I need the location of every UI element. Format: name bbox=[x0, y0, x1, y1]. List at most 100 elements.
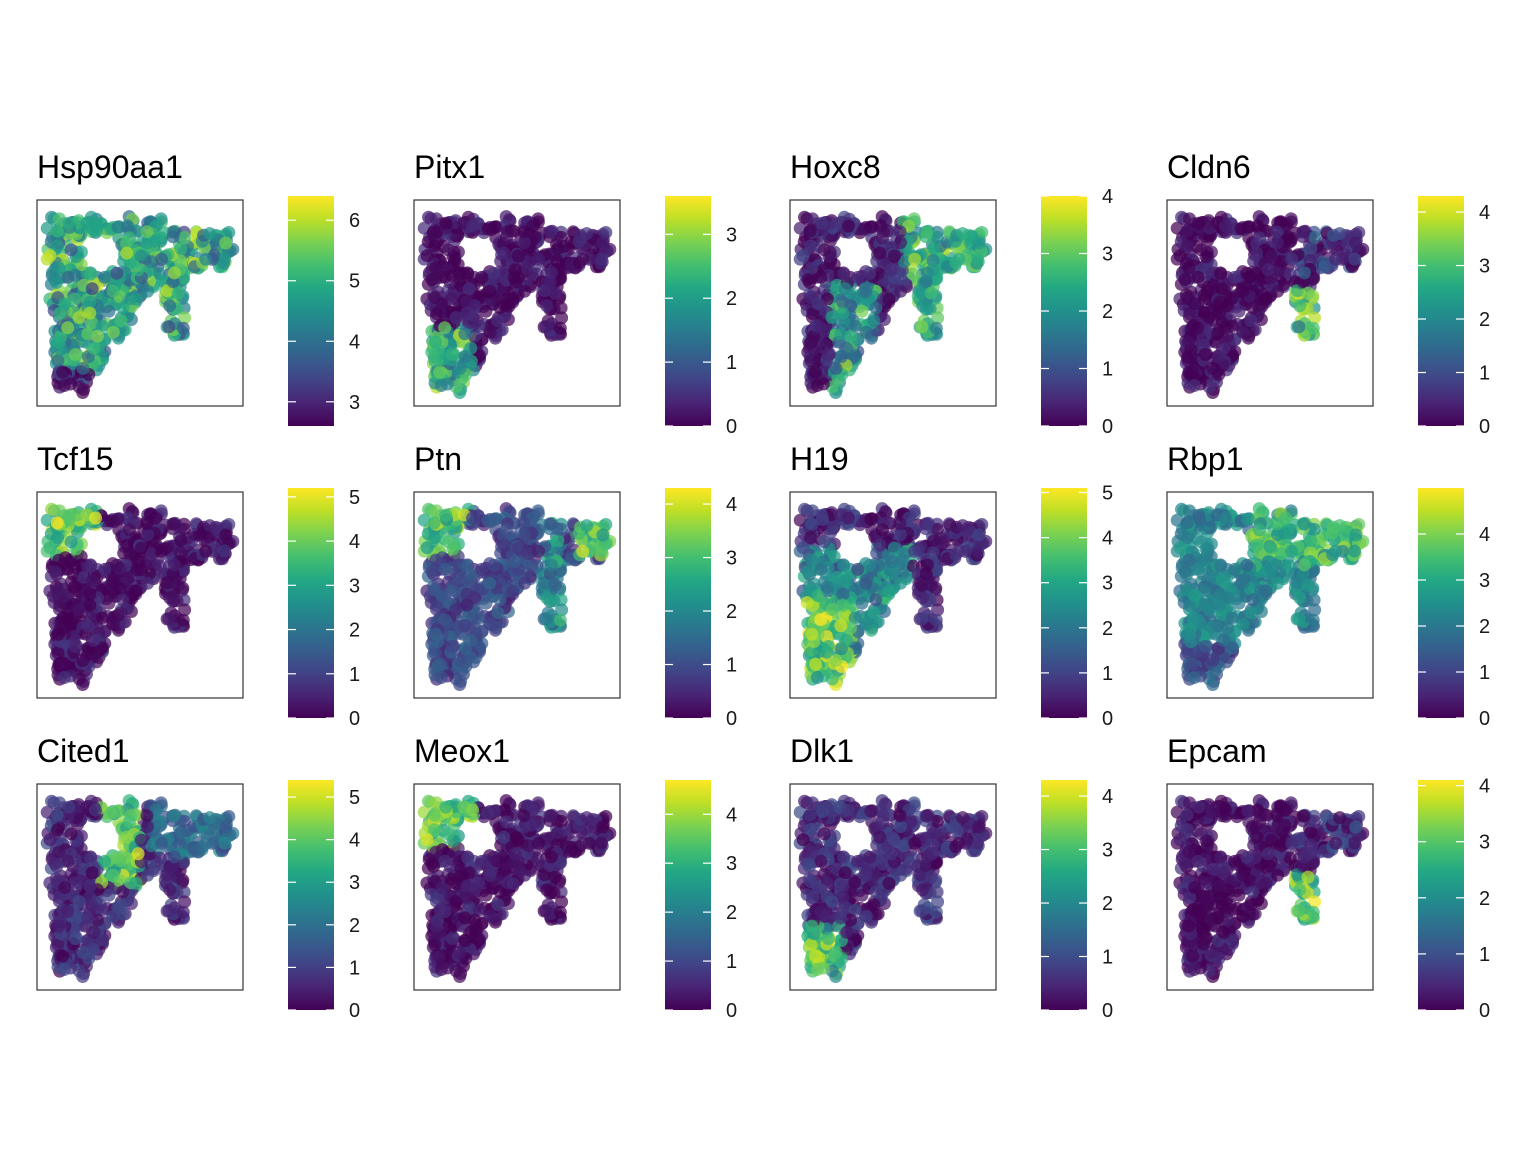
cell-point bbox=[1270, 225, 1284, 239]
cell-point bbox=[859, 325, 873, 339]
cell-point bbox=[929, 321, 943, 335]
colorbar-tick-label: 3 bbox=[349, 575, 360, 597]
cell-point bbox=[428, 239, 441, 253]
cell-point bbox=[595, 252, 608, 266]
cell-point bbox=[506, 584, 520, 598]
cell-point bbox=[62, 508, 76, 522]
cell-point bbox=[129, 584, 143, 598]
cell-point bbox=[920, 558, 934, 572]
cell-point bbox=[829, 361, 843, 375]
cell-point bbox=[468, 329, 481, 343]
cell-point bbox=[439, 216, 453, 230]
colorbar-tick-label: 5 bbox=[1102, 483, 1113, 505]
cell-point bbox=[1244, 314, 1258, 328]
cell-point bbox=[453, 361, 467, 375]
cell-point bbox=[1306, 321, 1320, 335]
cell-point bbox=[815, 508, 829, 522]
cell-point bbox=[897, 255, 911, 269]
cell-point bbox=[553, 321, 567, 335]
cell-point bbox=[488, 512, 502, 526]
cell-point bbox=[140, 225, 154, 239]
cell-point bbox=[430, 307, 444, 321]
cell-point bbox=[429, 261, 443, 275]
cell-point bbox=[555, 311, 569, 325]
colorbar-tick-label: 4 bbox=[349, 531, 360, 553]
colorbar-tick-label: 5 bbox=[349, 487, 360, 509]
colorbar-tick-label: 4 bbox=[726, 494, 737, 516]
cell-point bbox=[809, 657, 823, 671]
cell-point bbox=[1232, 304, 1246, 318]
cell-point bbox=[1188, 297, 1202, 311]
cell-point bbox=[162, 612, 176, 626]
cell-point bbox=[1198, 348, 1212, 361]
cell-point bbox=[576, 544, 590, 558]
cell-point bbox=[540, 591, 554, 605]
cell-point bbox=[155, 544, 169, 558]
cell-point bbox=[449, 311, 463, 324]
cell-point bbox=[532, 252, 546, 266]
colorbar-tick-label: 2 bbox=[726, 601, 737, 623]
cell-point bbox=[50, 224, 64, 238]
cell-point bbox=[174, 533, 188, 547]
cell-point bbox=[931, 311, 945, 325]
cell-point bbox=[580, 519, 594, 533]
cell-point bbox=[551, 533, 565, 547]
panel-title: Hoxc8 bbox=[790, 149, 881, 185]
cell-point bbox=[920, 517, 934, 531]
cell-point bbox=[1293, 299, 1307, 313]
scatter-points bbox=[417, 210, 617, 399]
cell-point bbox=[441, 243, 455, 257]
cell-point bbox=[479, 596, 493, 610]
cell-point bbox=[842, 511, 855, 525]
colorbar-tick-label: 2 bbox=[1479, 309, 1490, 331]
scatter-points bbox=[40, 210, 240, 399]
cell-point bbox=[497, 538, 511, 552]
cell-point bbox=[87, 341, 101, 355]
colorbar-tick-label: 6 bbox=[349, 210, 360, 232]
cell-point bbox=[1194, 243, 1208, 257]
cell-point bbox=[1348, 252, 1361, 266]
cell-point bbox=[89, 219, 102, 233]
cell-point bbox=[1349, 236, 1363, 250]
cell-point bbox=[801, 273, 815, 287]
cell-point bbox=[863, 266, 877, 280]
cell-point bbox=[114, 606, 128, 620]
colorbar-tick-label: 1 bbox=[726, 655, 737, 677]
cell-point bbox=[433, 657, 447, 671]
cell-point bbox=[462, 282, 476, 296]
cell-point bbox=[58, 297, 72, 311]
cell-point bbox=[439, 508, 453, 522]
colorbar-tick-label: 4 bbox=[1102, 528, 1113, 550]
cell-point bbox=[85, 574, 99, 588]
cell-point bbox=[599, 226, 613, 239]
cell-point bbox=[48, 565, 62, 579]
cell-point bbox=[483, 576, 497, 590]
cell-point bbox=[483, 325, 497, 339]
cell-point bbox=[810, 671, 824, 684]
cell-point bbox=[1219, 219, 1232, 233]
cell-point bbox=[576, 252, 590, 266]
cell-point bbox=[882, 292, 896, 306]
cell-point bbox=[43, 541, 57, 555]
cell-point bbox=[804, 646, 818, 660]
cell-point bbox=[438, 270, 452, 284]
cell-point bbox=[174, 241, 188, 255]
cell-point bbox=[956, 227, 970, 241]
cell-point bbox=[551, 241, 565, 255]
cell-point bbox=[521, 255, 535, 269]
cell-point bbox=[177, 230, 191, 244]
cell-point bbox=[140, 517, 154, 531]
cell-point bbox=[836, 295, 850, 309]
cell-point bbox=[801, 565, 815, 579]
cell-point bbox=[924, 286, 938, 300]
cell-point bbox=[884, 263, 898, 277]
cell-point bbox=[122, 523, 136, 537]
cell-point bbox=[81, 327, 95, 341]
cell-point bbox=[540, 299, 554, 313]
cell-point bbox=[453, 653, 467, 667]
cell-point bbox=[1297, 266, 1311, 280]
cell-point bbox=[162, 320, 176, 334]
cell-point bbox=[56, 657, 70, 671]
cell-point bbox=[167, 558, 181, 572]
